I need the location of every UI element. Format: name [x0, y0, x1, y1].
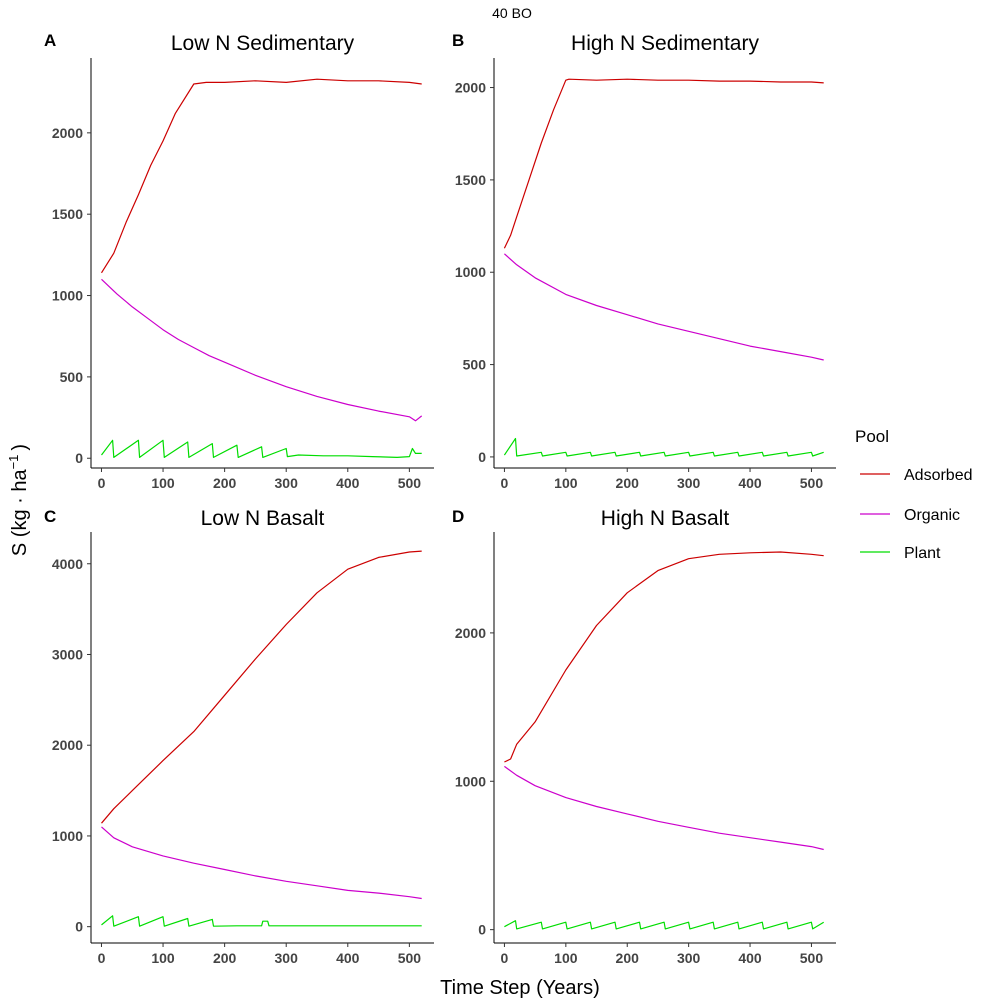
series-line-adsorbed-b: [503, 78, 824, 249]
legend-item-plant: Plant: [860, 545, 941, 562]
series-line-plant-c: [101, 915, 422, 927]
panel-a: A Low N Sedimentary 0 100 200 300 400 500 0 500 10…: [44, 31, 434, 491]
series-line-organic-a: [101, 278, 423, 422]
panel-d: D High N Basalt 0 100 200 300 400 500 0 1000 2000: [452, 507, 836, 966]
panel-title-a: Low N Sedimentary: [171, 32, 355, 55]
x-tick-label: 100: [554, 950, 578, 966]
y-tick-label: 2000: [455, 625, 486, 641]
y-tick-label: 1000: [52, 828, 83, 844]
series-line-plant-d: [504, 920, 825, 930]
x-tick-label: 300: [677, 950, 701, 966]
panel-title-c: Low N Basalt: [201, 507, 325, 530]
series-line-organic-c: [101, 826, 422, 900]
legend-item-organic: Organic: [860, 507, 960, 524]
y-tick-label: 1000: [52, 288, 83, 304]
y-axis-title-main: S (kg · ha: [9, 469, 31, 557]
x-tick-label: 200: [616, 475, 640, 491]
y-tick-label: 500: [463, 357, 487, 373]
y-tick-label: 3000: [52, 646, 83, 662]
panel-title-d: High N Basalt: [601, 507, 730, 530]
panel-b: B High N Sedimentary 0 100 200 300 400 500 0 500 1…: [452, 31, 836, 491]
y-tick-label: 0: [478, 922, 486, 938]
x-tick-label: 0: [98, 950, 106, 966]
x-tick-label: 200: [213, 475, 237, 491]
y-tick-label: 1000: [455, 773, 486, 789]
series-line-plant-b: [503, 437, 824, 457]
panel-tag-b: B: [452, 31, 464, 50]
series-line-organic-b: [504, 253, 824, 361]
series-line-adsorbed-d: [504, 551, 824, 763]
x-tick-label: 200: [213, 950, 237, 966]
x-tick-label: 500: [398, 950, 422, 966]
series-line-organic-d: [504, 765, 824, 851]
y-tick-label: 2000: [455, 80, 486, 96]
x-tick-label: 0: [501, 475, 509, 491]
y-tick-label: 1500: [455, 172, 486, 188]
y-tick-label: 1000: [455, 264, 486, 280]
legend-item-adsorbed: Adsorbed: [860, 467, 973, 484]
panels-group: A Low N Sedimentary 0 100 200 300 400 500 0 500 10…: [44, 31, 836, 966]
y-axis-title-group: S (kg · ha−1): [6, 444, 31, 556]
x-tick-label: 400: [336, 475, 360, 491]
panel-tag-d: D: [452, 507, 464, 526]
x-axis-title: Time Step (Years): [440, 977, 600, 999]
panel-title-b: High N Sedimentary: [571, 32, 759, 55]
x-tick-label: 0: [501, 950, 509, 966]
x-tick-label: 100: [554, 475, 578, 491]
legend-label-plant: Plant: [904, 545, 941, 562]
x-tick-label: 300: [275, 475, 299, 491]
x-tick-label: 500: [800, 950, 824, 966]
x-tick-label: 100: [151, 950, 175, 966]
y-axis-title: S (kg · ha−1): [6, 444, 31, 556]
x-tick-label: 500: [398, 475, 422, 491]
y-tick-label: 4000: [52, 556, 83, 572]
x-tick-label: 300: [677, 475, 701, 491]
y-axis-title-exponent: −1: [6, 455, 21, 470]
y-tick-label: 2000: [52, 737, 83, 753]
x-tick-label: 400: [336, 950, 360, 966]
panel-tag-c: C: [44, 507, 56, 526]
series-line-adsorbed-c: [101, 550, 422, 824]
y-tick-label: 500: [60, 369, 84, 385]
x-tick-label: 500: [800, 475, 824, 491]
legend-title: Pool: [855, 427, 889, 446]
y-tick-label: 0: [75, 919, 83, 935]
figure-supertitle: 40 BO: [492, 5, 532, 21]
x-tick-label: 0: [98, 475, 106, 491]
panel-c: C Low N Basalt 0 100 200 300 400 500 0 1000 2000 30…: [44, 507, 434, 966]
x-tick-label: 400: [738, 950, 762, 966]
x-tick-label: 300: [275, 950, 299, 966]
y-tick-label: 1500: [52, 206, 83, 222]
x-tick-label: 200: [616, 950, 640, 966]
series-line-plant-a: [101, 439, 422, 458]
legend-label-organic: Organic: [904, 507, 960, 524]
series-line-adsorbed-a: [100, 78, 422, 274]
y-tick-label: 0: [478, 449, 486, 465]
legend: Pool Adsorbed Organic Plant: [855, 427, 973, 562]
legend-label-adsorbed: Adsorbed: [904, 467, 973, 484]
x-tick-label: 100: [151, 475, 175, 491]
panel-tag-a: A: [44, 31, 56, 50]
y-axis-title-close: ): [9, 444, 31, 451]
y-tick-label: 2000: [52, 125, 83, 141]
x-tick-label: 400: [738, 475, 762, 491]
y-tick-label: 0: [75, 450, 83, 466]
